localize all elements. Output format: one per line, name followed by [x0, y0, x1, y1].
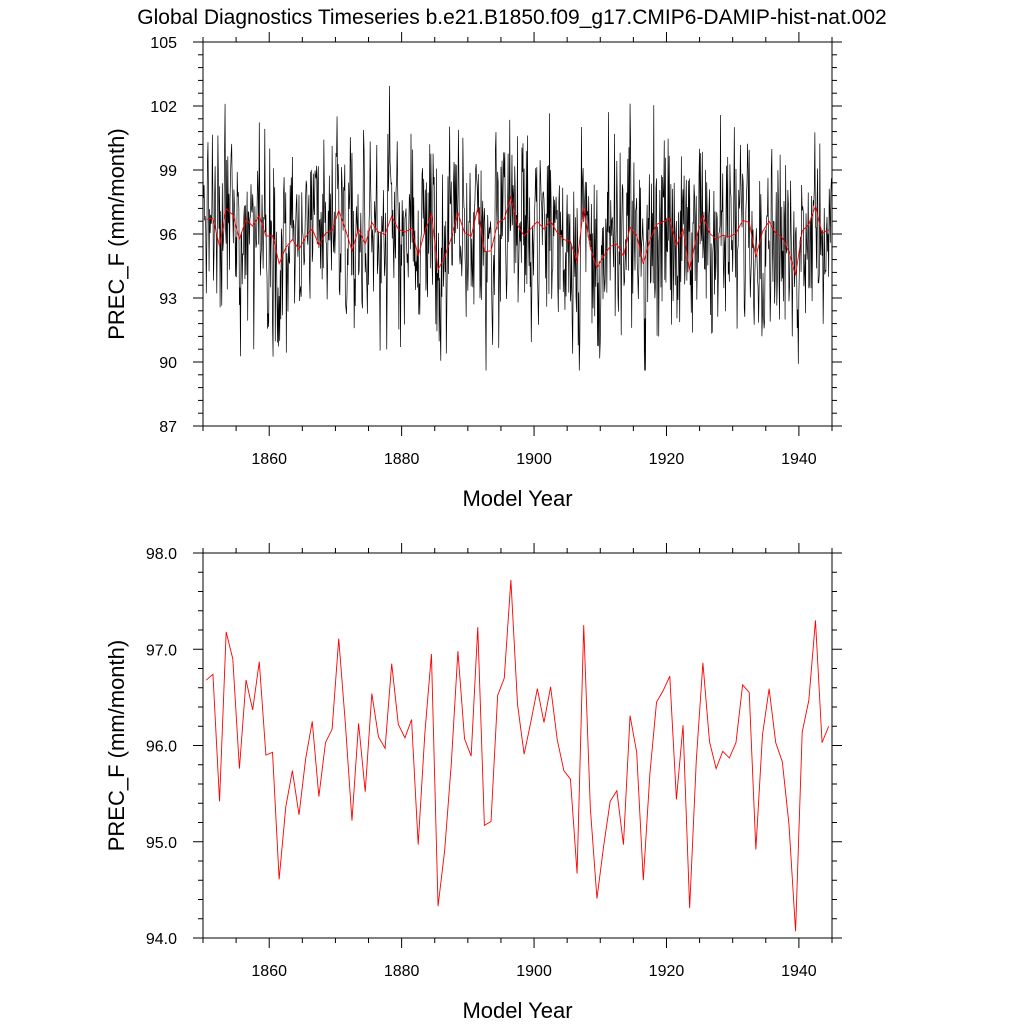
y-tick-label: 95.0	[146, 835, 177, 852]
x-tick-label: 1880	[384, 963, 420, 980]
y-tick-label: 96	[159, 227, 177, 244]
annual-series-line	[206, 579, 830, 932]
y-tick-label: 87	[159, 419, 177, 436]
x-axis-title: Model Year	[462, 486, 572, 511]
y-axis-title: PREC_F (mm/month)	[104, 640, 129, 851]
y-tick-label: 90	[159, 355, 177, 372]
x-tick-label: 1900	[516, 963, 552, 980]
y-tick-label: 96.0	[146, 739, 177, 756]
y-axis-title: PREC_F (mm/month)	[104, 128, 129, 339]
x-tick-label: 1940	[781, 963, 817, 980]
figure-title: Global Diagnostics Timeseries b.e21.B185…	[137, 6, 886, 29]
x-tick-label: 1940	[781, 451, 817, 468]
monthly-series-line	[203, 85, 832, 371]
y-tick-label: 97.0	[146, 642, 177, 659]
y-tick-label: 99	[159, 163, 177, 180]
x-axis-title: Model Year	[462, 998, 572, 1023]
plot-frame	[202, 552, 833, 939]
x-tick-label: 1860	[251, 451, 287, 468]
y-tick-label: 98.0	[146, 546, 177, 563]
x-tick-label: 1900	[516, 451, 552, 468]
y-tick-label: 93	[159, 291, 177, 308]
annual-series-line	[206, 195, 829, 276]
annual-timeseries-panel: 1860 1880 1900 1920 1940 94.0 95.0 96.0 97.0 98.0…	[104, 543, 842, 1023]
y-tick-label: 105	[150, 35, 177, 52]
x-tick-label: 1860	[251, 963, 287, 980]
monthly-timeseries-panel: 1860 1880 1900 1920 1940 87 90 93 96 99 102 105 Mode…	[104, 32, 842, 511]
x-tick-label: 1920	[649, 451, 685, 468]
x-tick-label: 1920	[649, 963, 685, 980]
y-tick-label: 94.0	[146, 931, 177, 948]
x-tick-label: 1880	[384, 451, 420, 468]
y-tick-label: 102	[150, 99, 177, 116]
